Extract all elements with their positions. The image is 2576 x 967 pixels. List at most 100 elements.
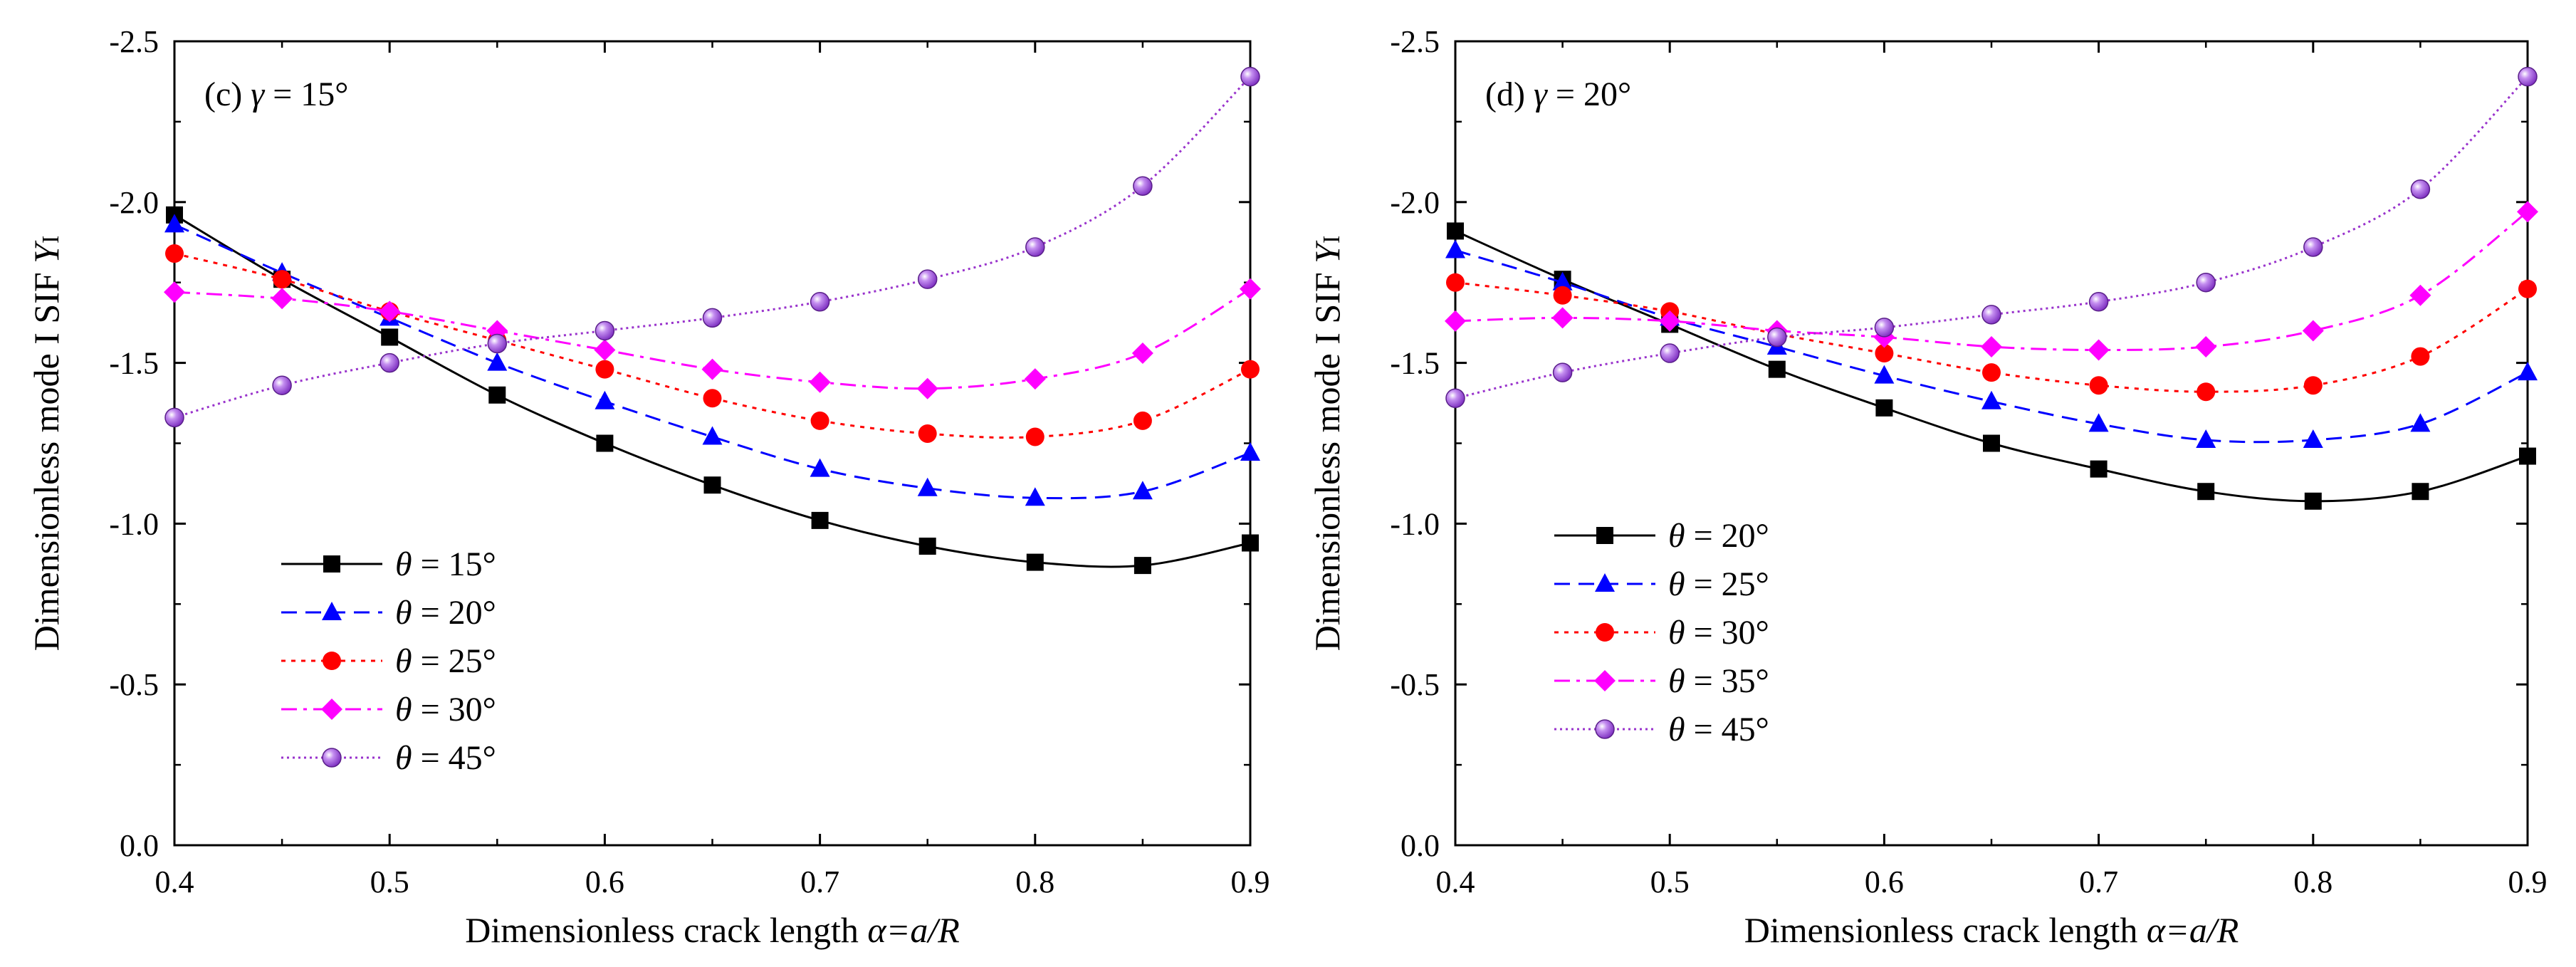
- data-point: [1024, 368, 1046, 390]
- data-point: [2089, 376, 2108, 395]
- data-point: [2303, 237, 2323, 257]
- data-point: [1768, 360, 1786, 378]
- data-point: [1445, 239, 1465, 258]
- data-point: [1981, 390, 2001, 409]
- data-point: [596, 434, 614, 452]
- y-tick-label: 0.0: [1400, 828, 1440, 863]
- x-tick-label: 0.6: [1865, 864, 1904, 899]
- x-tick-label: 0.8: [1015, 864, 1054, 899]
- data-point: [918, 538, 936, 555]
- data-point: [1025, 237, 1045, 257]
- data-point: [917, 477, 938, 496]
- data-point: [811, 511, 829, 529]
- data-point: [2303, 376, 2323, 395]
- data-point: [2195, 336, 2217, 358]
- legend-label-2: θ = 30°: [1668, 614, 1769, 652]
- data-point: [1552, 271, 1573, 291]
- series-line-3: [174, 288, 1251, 390]
- legend-marker-3: [1594, 670, 1616, 691]
- y-tick-label: -2.0: [1390, 185, 1440, 220]
- data-point: [1874, 365, 1895, 384]
- legend-label-1: θ = 20°: [395, 594, 496, 632]
- data-point: [1241, 360, 1260, 379]
- x-tick-label: 0.6: [585, 864, 624, 899]
- y-tick-label: 0.0: [120, 828, 159, 863]
- data-point: [379, 300, 401, 323]
- x-tick-label: 0.8: [2293, 864, 2332, 899]
- data-point: [1982, 363, 2001, 382]
- data-point: [1875, 399, 1893, 417]
- data-point: [2410, 413, 2431, 432]
- x-tick-label: 0.4: [1436, 864, 1475, 899]
- panel-title: (d) γ = 20°: [1485, 75, 1631, 113]
- y-tick-label: -1.0: [1390, 506, 1440, 541]
- series-line-2: [174, 252, 1251, 439]
- y-axis-title: Dimensionless mode I SIF YI: [26, 236, 66, 652]
- data-point: [703, 389, 722, 408]
- data-point: [2411, 347, 2430, 366]
- legend-marker-2: [323, 652, 341, 670]
- data-point: [273, 270, 292, 289]
- data-point: [2412, 483, 2429, 501]
- legend-marker-3: [321, 699, 342, 720]
- data-point: [379, 352, 399, 373]
- data-point: [918, 424, 937, 443]
- data-point: [810, 458, 830, 477]
- data-point: [1552, 362, 1573, 382]
- data-point: [703, 476, 721, 494]
- legend-marker-4: [1595, 719, 1615, 739]
- data-point: [1875, 344, 1894, 363]
- data-point: [595, 320, 615, 341]
- legend-marker-4: [322, 748, 342, 768]
- data-point: [2518, 279, 2537, 298]
- data-point: [2196, 272, 2216, 293]
- data-point: [2519, 447, 2536, 465]
- series-line-3: [1455, 211, 2528, 352]
- series-line-2: [1455, 281, 2528, 393]
- data-point: [487, 352, 508, 371]
- data-point: [2518, 362, 2538, 381]
- y-axis-title: Dimensionless mode I SIF YI: [1307, 236, 1347, 652]
- y-tick-label: -2.5: [109, 24, 159, 59]
- data-point: [595, 390, 615, 409]
- data-point: [1025, 427, 1044, 446]
- data-point: [595, 360, 614, 379]
- data-point: [487, 333, 508, 354]
- legend-marker-2: [1596, 623, 1614, 642]
- data-point: [702, 308, 723, 328]
- data-point: [1659, 310, 1681, 332]
- y-tick-label: -0.5: [109, 667, 159, 702]
- data-point: [164, 281, 185, 303]
- x-tick-label: 0.9: [1231, 864, 1270, 899]
- y-tick-label: -1.0: [109, 506, 159, 541]
- data-point: [2409, 284, 2431, 306]
- data-point: [2088, 339, 2110, 361]
- data-point: [2197, 483, 2215, 501]
- x-tick-label: 0.4: [155, 864, 194, 899]
- x-tick-label: 0.7: [2079, 864, 2118, 899]
- legend-label-4: θ = 45°: [395, 739, 496, 777]
- data-point: [702, 426, 723, 445]
- data-point: [1132, 481, 1153, 500]
- data-point: [165, 244, 184, 263]
- data-point: [1874, 318, 1895, 338]
- x-tick-label: 0.5: [370, 864, 409, 899]
- data-point: [916, 377, 938, 399]
- data-point: [2517, 201, 2538, 223]
- legend-label-4: θ = 45°: [1668, 711, 1769, 748]
- legend-marker-1: [322, 602, 342, 620]
- data-point: [2196, 429, 2216, 448]
- x-tick-label: 0.7: [800, 864, 839, 899]
- data-point: [2410, 179, 2431, 199]
- data-point: [1131, 343, 1153, 365]
- data-point: [1551, 307, 1574, 329]
- data-point: [488, 386, 506, 404]
- data-point: [2088, 413, 2109, 432]
- data-point: [1133, 411, 1152, 430]
- data-point: [2304, 492, 2322, 510]
- legend-label-0: θ = 15°: [395, 545, 496, 583]
- chart-panel-1: 0.4 0.5 0.6 0.7 0.8 0.9 0.0 -0.5 -1.0 -1.5 -2.0 -2.…: [1307, 24, 2548, 950]
- data-point: [1447, 222, 1464, 240]
- legend-label-3: θ = 30°: [395, 691, 496, 728]
